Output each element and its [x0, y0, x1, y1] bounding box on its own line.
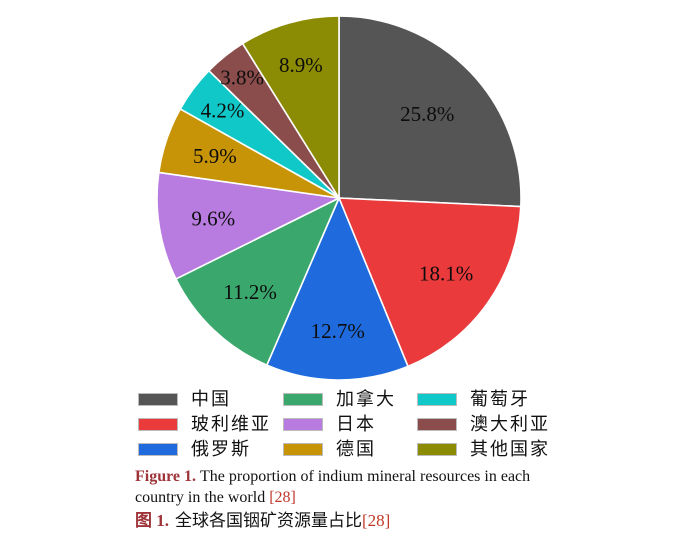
caption-figure-text: The proportion of indium mineral resourc…	[135, 468, 531, 506]
legend-swatch	[417, 442, 457, 456]
caption-chinese-citation: [28]	[362, 511, 391, 530]
pie-slice-4	[175, 197, 340, 366]
legend-swatch	[283, 442, 323, 456]
legend-item: 玻利维亚	[138, 414, 283, 434]
pie-percent-label: 4.2%	[201, 99, 245, 123]
caption-citation: [28]	[269, 489, 296, 506]
pie-slice-2	[338, 197, 522, 368]
pie-percent-label: 12.7%	[311, 319, 365, 343]
caption-chinese-line: 图 1. 全球各国铟矿资源量占比[28]	[135, 509, 557, 533]
legend-label: 澳大利亚	[470, 414, 550, 434]
legend-swatch	[138, 417, 178, 431]
legend-item: 日本	[283, 414, 417, 434]
pie-percent-label: 11.2%	[223, 280, 276, 304]
pie-percent-label: 8.9%	[279, 53, 323, 77]
legend-label: 玻利维亚	[191, 414, 271, 434]
pie-slice-1	[338, 15, 522, 208]
caption-chinese-figure-label: 图 1.	[135, 511, 169, 530]
legend-swatch	[138, 392, 178, 406]
pie-slice-5	[156, 171, 340, 280]
legend-swatch	[283, 417, 323, 431]
legend-item: 加拿大	[283, 389, 417, 409]
pie-slice-9	[241, 15, 340, 199]
legend-item: 德国	[283, 439, 417, 459]
legend-swatch	[417, 417, 457, 431]
legend-label: 加拿大	[336, 389, 396, 409]
legend-label: 葡萄牙	[470, 389, 530, 409]
legend-item: 其他国家	[417, 439, 567, 459]
legend-label: 其他国家	[470, 439, 550, 459]
legend-label: 日本	[336, 414, 376, 434]
legend-label: 德国	[336, 439, 376, 459]
legend-swatch	[283, 392, 323, 406]
legend-swatch	[138, 442, 178, 456]
pie-percent-label: 25.8%	[400, 102, 454, 126]
figure-caption: Figure 1. The proportion of indium minera…	[135, 466, 557, 533]
pie-percent-label: 9.6%	[191, 206, 235, 230]
pie-slice-3	[266, 197, 409, 381]
legend-item: 俄罗斯	[138, 439, 283, 459]
caption-chinese-text: 全球各国铟矿资源量占比	[175, 511, 362, 530]
legend-item: 澳大利亚	[417, 414, 567, 434]
pie-percent-label: 18.1%	[419, 262, 473, 286]
pie-legend: 中国 加拿大 葡萄牙玻利维亚 日本 澳大利亚俄罗斯 德国 其他国家	[138, 389, 567, 459]
pie-percent-label: 3.8%	[220, 65, 264, 89]
legend-swatch	[417, 392, 457, 406]
legend-label: 俄罗斯	[191, 439, 251, 459]
pie-chart: 25.8% 18.1% 12.7% 11.2% 9.6% 5.9% 4.2% 3.8% 8.9%	[156, 15, 522, 381]
legend-label: 中国	[191, 389, 231, 409]
legend-item: 中国	[138, 389, 283, 409]
legend-item: 葡萄牙	[417, 389, 567, 409]
pie-percent-label: 5.9%	[193, 144, 237, 168]
caption-figure-label: Figure 1.	[135, 468, 197, 485]
